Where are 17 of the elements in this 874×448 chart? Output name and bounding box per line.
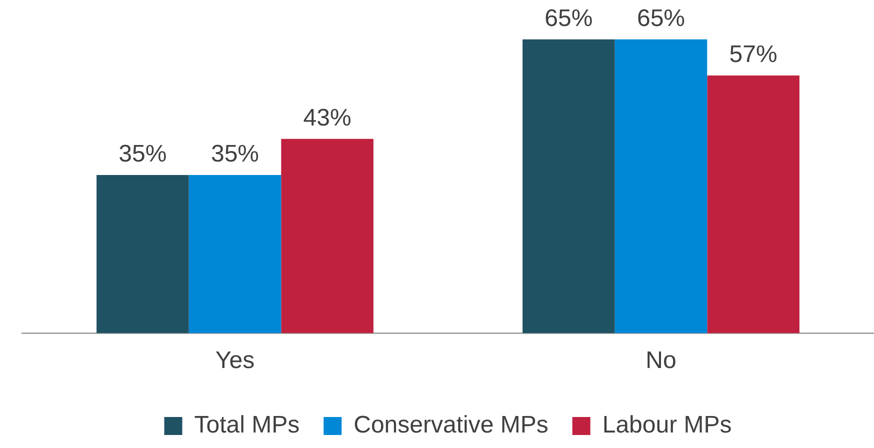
data-label: 35% (118, 140, 167, 168)
data-label: 35% (210, 140, 260, 168)
data-label: 65% (636, 5, 686, 32)
legend-label: Conservative MPs (354, 412, 548, 439)
bar (522, 39, 615, 334)
data-label: 57% (729, 41, 778, 68)
data-label: 43% (303, 104, 352, 132)
legend-label: Total MPs (194, 412, 300, 439)
x-tick-label: Yes (215, 347, 255, 374)
bar (96, 174, 189, 334)
bar (707, 76, 800, 334)
legend-label: Labour MPs (602, 412, 732, 439)
bar (281, 138, 374, 334)
bar (188, 174, 282, 334)
data-label: 65% (544, 5, 593, 32)
bar (614, 39, 708, 334)
x-tick-label: No (646, 347, 676, 374)
